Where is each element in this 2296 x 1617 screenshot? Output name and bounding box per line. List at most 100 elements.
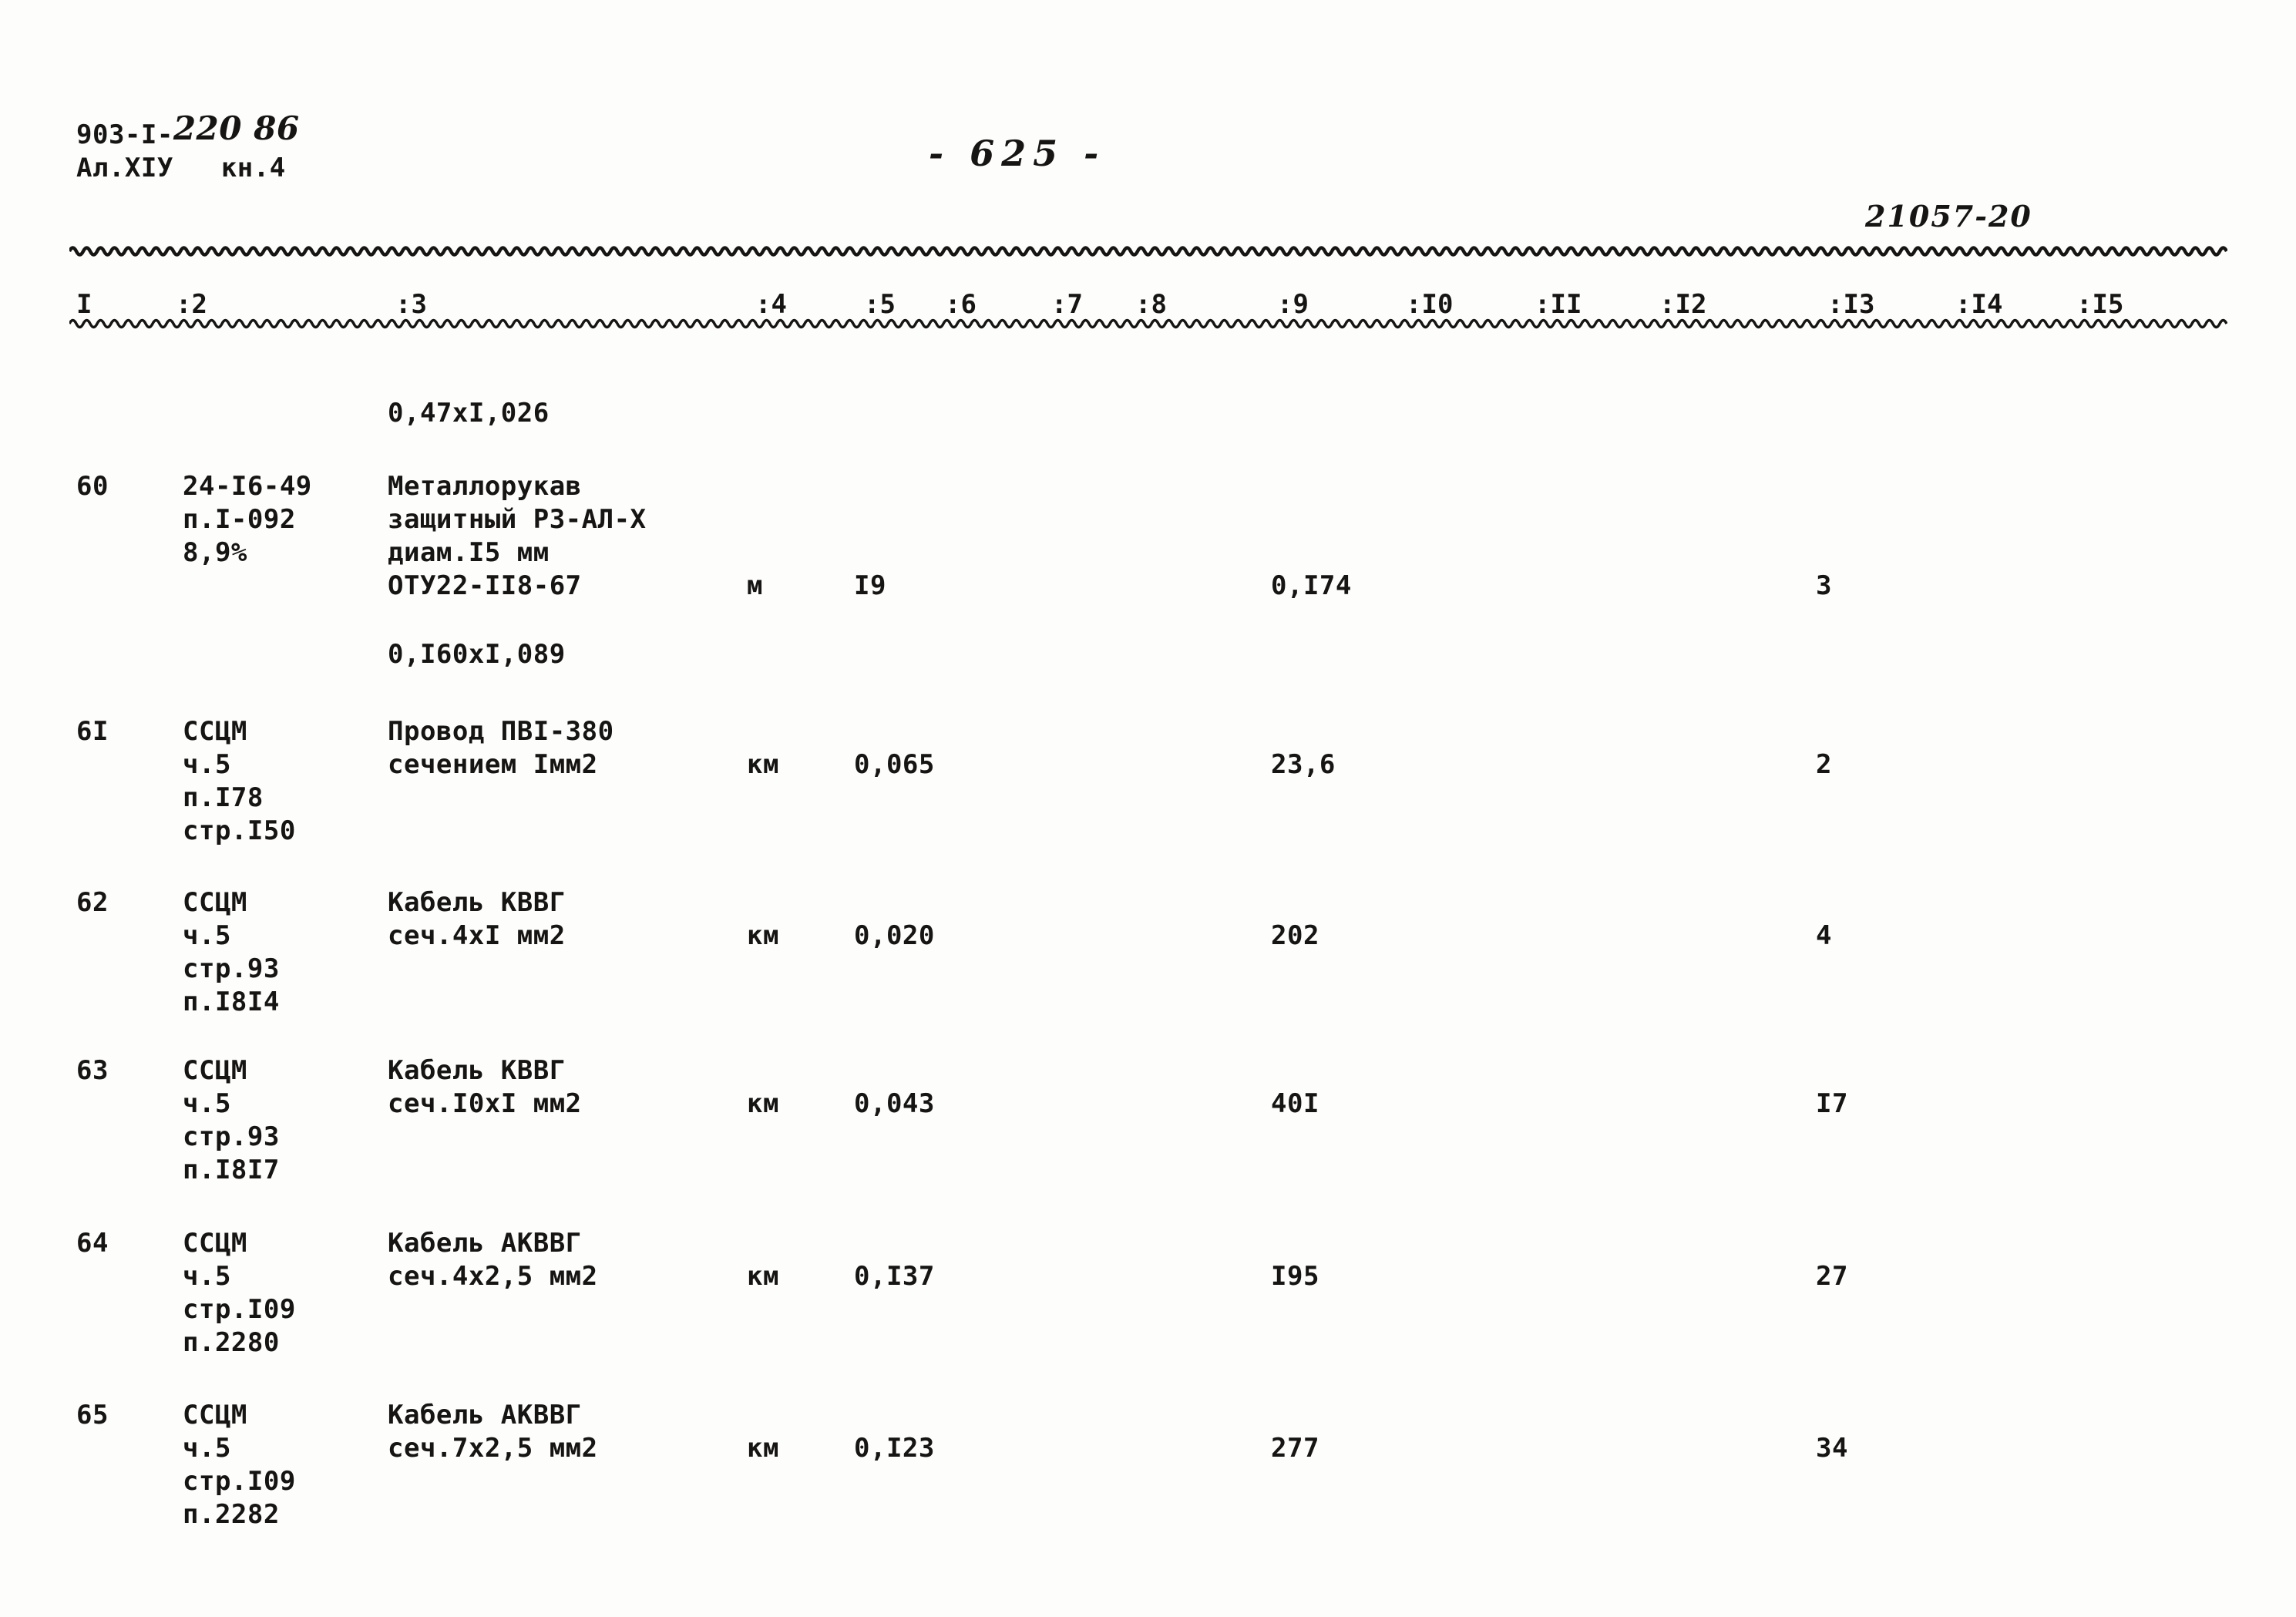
row-qty: I9 bbox=[854, 570, 886, 601]
column-header-3: :3 bbox=[395, 289, 427, 320]
row-unit: м bbox=[747, 570, 763, 601]
row-item-name: Кабель КВВГ сеч.I0хI мм2 bbox=[388, 1054, 582, 1121]
ref-line: п.I78 bbox=[183, 782, 264, 813]
ref-line: ч.5 bbox=[183, 920, 231, 951]
doc-number-handwritten: 220 86 bbox=[173, 109, 300, 147]
name-line: Провод ПВI-380 bbox=[388, 716, 614, 747]
book-label: кн.4 bbox=[220, 153, 286, 183]
column-header-9: :9 bbox=[1277, 289, 1309, 320]
ref-line: п.I8I4 bbox=[183, 987, 280, 1017]
name-line: сеч.4хI мм2 bbox=[388, 920, 566, 951]
column-header-14: :I4 bbox=[1955, 289, 2003, 320]
column-header-10: :I0 bbox=[1406, 289, 1454, 320]
name-line: сеч.4х2,5 мм2 bbox=[388, 1261, 598, 1292]
row-item-name: Кабель КВВГ сеч.4хI мм2 bbox=[388, 886, 566, 953]
row-unit: км bbox=[747, 1088, 779, 1119]
row-amount: 27 bbox=[1816, 1261, 1848, 1292]
ref-line: ССЦМ bbox=[183, 1228, 247, 1259]
ref-line: 8,9% bbox=[183, 537, 247, 568]
doc-number-typed: 903-I- bbox=[76, 119, 173, 150]
row-unit: км bbox=[747, 749, 779, 780]
row-qty: 0,I23 bbox=[854, 1433, 935, 1464]
ref-line: стр.93 bbox=[183, 953, 280, 984]
row-number: 62 bbox=[76, 887, 109, 918]
row-price: 40I bbox=[1271, 1088, 1319, 1119]
row-reference: ССЦМ ч.5 стр.I09 п.2282 bbox=[183, 1399, 296, 1531]
row-number: 65 bbox=[76, 1400, 109, 1430]
ref-line: ч.5 bbox=[183, 1433, 231, 1464]
name-line: Металлорукав bbox=[388, 471, 582, 502]
column-header-11: :II bbox=[1535, 289, 1582, 320]
ref-line: 24-I6-49 bbox=[183, 471, 312, 502]
top-divider-wavy-line bbox=[69, 246, 2227, 257]
column-header-1: I bbox=[76, 289, 92, 320]
ref-line: стр.93 bbox=[183, 1121, 280, 1152]
ref-line: ч.5 bbox=[183, 1088, 231, 1119]
stamp-number: 21057-20 bbox=[1865, 199, 2032, 234]
row-reference: ССЦМ ч.5 стр.93 п.I8I7 bbox=[183, 1054, 280, 1187]
calc-note-top: 0,47xI,026 bbox=[388, 398, 550, 429]
row-item-name: Провод ПВI-380 сечением Iмм2 bbox=[388, 715, 614, 782]
ref-line: стр.I09 bbox=[183, 1466, 296, 1497]
row-number: 64 bbox=[76, 1228, 109, 1259]
column-header-4: :4 bbox=[755, 289, 787, 320]
row-number: 60 bbox=[76, 471, 109, 502]
doc-number: 903-I-220 86 bbox=[76, 112, 300, 152]
name-line: Кабель АКВВГ bbox=[388, 1228, 582, 1259]
header-underline-wavy-line bbox=[69, 318, 2227, 329]
column-header-15: :I5 bbox=[2076, 289, 2124, 320]
row-price: 202 bbox=[1271, 920, 1319, 951]
column-header-13: :I3 bbox=[1827, 289, 1875, 320]
column-header-7: :7 bbox=[1051, 289, 1083, 320]
ref-line: ССЦМ bbox=[183, 1055, 247, 1086]
name-line: Кабель КВВГ bbox=[388, 887, 566, 918]
column-header-2: :2 bbox=[176, 289, 207, 320]
name-line: ОТУ22-II8-67 bbox=[388, 570, 582, 601]
ref-line: п.I-092 bbox=[183, 504, 296, 535]
row-unit: км bbox=[747, 1261, 779, 1292]
column-header-5: :5 bbox=[864, 289, 896, 320]
row-price: 277 bbox=[1271, 1433, 1319, 1464]
table-column-headers: I :2 :3 :4 :5 :6 :7 :8 :9 :I0 :II :I2 :I… bbox=[0, 288, 2296, 322]
row-reference: 24-I6-49 п.I-092 8,9% bbox=[183, 470, 312, 570]
row-number: 6I bbox=[76, 716, 109, 747]
ref-line: стр.I09 bbox=[183, 1294, 296, 1325]
ref-line: стр.I50 bbox=[183, 815, 296, 846]
row-item-name: Кабель АКВВГ сеч.4х2,5 мм2 bbox=[388, 1227, 598, 1293]
ref-line: п.I8I7 bbox=[183, 1155, 280, 1185]
ref-line: п.2280 bbox=[183, 1327, 280, 1358]
row-price: I95 bbox=[1271, 1261, 1319, 1292]
row-price: 0,I74 bbox=[1271, 570, 1352, 601]
calc-note-mid: 0,I60xI,089 bbox=[388, 639, 566, 670]
row-qty: 0,I37 bbox=[854, 1261, 935, 1292]
row-unit: км bbox=[747, 1433, 779, 1464]
column-header-8: :8 bbox=[1135, 289, 1167, 320]
name-line: Кабель АКВВГ bbox=[388, 1400, 582, 1430]
row-reference: ССЦМ ч.5 стр.93 п.I8I4 bbox=[183, 886, 280, 1019]
name-line: диам.I5 мм bbox=[388, 537, 550, 568]
album-book-line: Ал.ХIУ кн.4 bbox=[76, 152, 286, 185]
row-reference: ССЦМ ч.5 стр.I09 п.2280 bbox=[183, 1227, 296, 1360]
row-qty: 0,043 bbox=[854, 1088, 935, 1119]
row-reference: ССЦМ ч.5 п.I78 стр.I50 bbox=[183, 715, 296, 848]
name-line: сечением Iмм2 bbox=[388, 749, 598, 780]
album-label: Ал.ХIУ bbox=[76, 153, 173, 183]
name-line: сеч.I0хI мм2 bbox=[388, 1088, 582, 1119]
row-item-name: Кабель АКВВГ сеч.7х2,5 мм2 bbox=[388, 1399, 598, 1465]
ref-line: п.2282 bbox=[183, 1499, 280, 1530]
row-qty: 0,020 bbox=[854, 920, 935, 951]
page-number: - 625 - bbox=[929, 133, 1106, 174]
name-line: Кабель КВВГ bbox=[388, 1055, 566, 1086]
ref-line: ч.5 bbox=[183, 1261, 231, 1292]
name-line: защитный РЗ-АЛ-Х bbox=[388, 504, 647, 535]
row-unit: км bbox=[747, 920, 779, 951]
row-number: 63 bbox=[76, 1055, 109, 1086]
row-item-name: Металлорукав защитный РЗ-АЛ-Х диам.I5 мм… bbox=[388, 470, 647, 603]
row-price: 23,6 bbox=[1271, 749, 1336, 780]
ref-line: ССЦМ bbox=[183, 716, 247, 747]
row-amount: 3 bbox=[1816, 570, 1832, 601]
ref-line: ССЦМ bbox=[183, 1400, 247, 1430]
row-qty: 0,065 bbox=[854, 749, 935, 780]
ref-line: ССЦМ bbox=[183, 887, 247, 918]
